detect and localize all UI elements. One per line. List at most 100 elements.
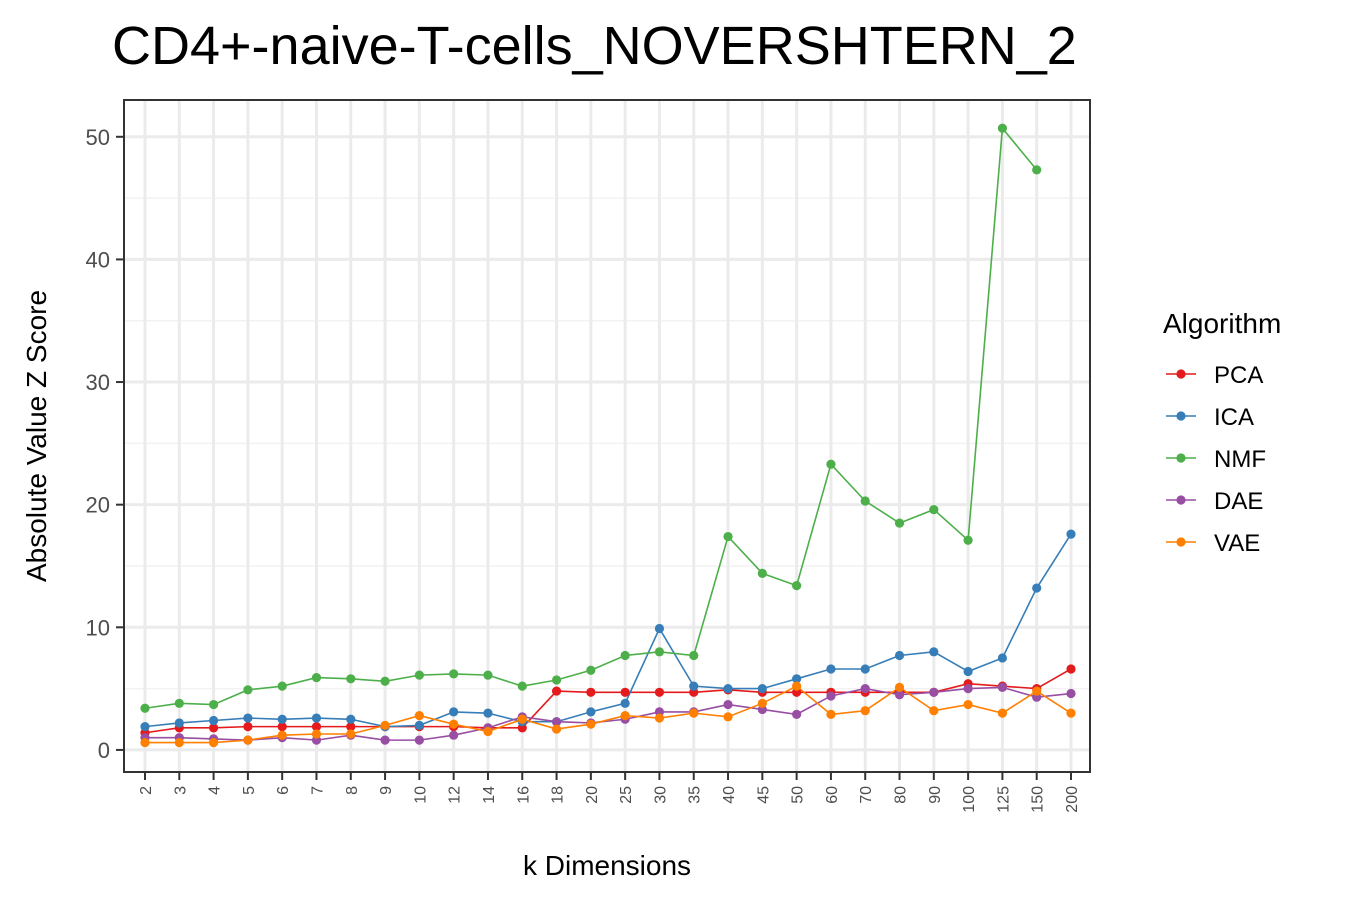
data-point-vae	[174, 737, 184, 748]
data-point-ica	[929, 647, 939, 657]
legend-label: NMF	[1214, 446, 1266, 473]
x-tick-label: 7	[309, 786, 326, 795]
x-tick-label: 12	[447, 786, 464, 804]
chart-title: CD4+-naive-T-cells_NOVERSHTERN_2	[112, 16, 1077, 76]
data-point-nmf	[380, 676, 390, 686]
x-tick-label: 18	[550, 786, 567, 804]
legend-label: PCA	[1214, 362, 1263, 389]
x-tick-label: 80	[893, 786, 910, 804]
data-point-nmf	[551, 675, 562, 685]
data-point-pca	[551, 686, 562, 696]
x-tick-label: 70	[858, 786, 875, 804]
grid	[124, 100, 1090, 772]
data-point-vae	[483, 726, 493, 737]
data-point-nmf	[792, 581, 802, 591]
data-point-dae	[551, 717, 562, 727]
plot-panel-border	[123, 99, 1091, 773]
x-tick-label: 40	[721, 786, 738, 804]
data-point-ica	[826, 664, 836, 674]
data-point-vae	[860, 706, 870, 716]
y-tick-label: 40	[86, 247, 110, 272]
y-tick-label: 50	[86, 125, 110, 150]
data-point-nmf	[654, 647, 665, 657]
data-point-vae	[346, 729, 356, 739]
data-point-vae	[963, 699, 973, 710]
data-point-vae	[311, 729, 322, 739]
x-tick-label: 125	[995, 786, 1012, 813]
data-point-vae	[1066, 708, 1076, 718]
x-tick-label: 10	[412, 786, 429, 804]
x-tick-label: 50	[790, 786, 807, 804]
data-point-vae	[243, 735, 253, 745]
data-point-ica	[792, 674, 802, 684]
data-point-ica	[620, 698, 630, 708]
data-point-vae	[620, 710, 630, 721]
legend-key-point	[1176, 537, 1186, 547]
legend-item-dae: DAE	[1166, 488, 1263, 515]
y-tick-label: 30	[86, 370, 110, 395]
x-tick-label: 60	[824, 786, 841, 804]
data-point-dae	[963, 684, 973, 694]
data-point-vae	[380, 720, 390, 731]
data-point-vae	[689, 708, 699, 718]
data-point-ica	[311, 713, 322, 723]
x-tick-label: 5	[241, 786, 258, 795]
data-point-pca	[346, 722, 356, 732]
x-tick-label: 3	[172, 786, 189, 795]
data-point-nmf	[208, 699, 219, 710]
data-point-ica	[277, 714, 287, 724]
data-point-ica	[346, 714, 356, 724]
data-point-vae	[414, 710, 424, 721]
data-point-nmf	[517, 681, 527, 691]
legend-item-vae: VAE	[1166, 530, 1260, 557]
data-point-ica	[654, 623, 665, 634]
data-point-vae	[140, 737, 150, 748]
data-point-dae	[1066, 688, 1076, 699]
data-point-pca	[1066, 664, 1076, 674]
data-point-ica	[963, 666, 973, 677]
data-point-ica	[997, 653, 1008, 663]
data-point-dae	[826, 691, 836, 701]
data-point-nmf	[243, 685, 253, 695]
y-tick-label: 20	[86, 493, 110, 518]
data-point-dae	[723, 699, 733, 710]
data-point-nmf	[586, 665, 596, 675]
data-point-nmf	[449, 669, 459, 679]
x-tick-label: 9	[378, 786, 395, 795]
data-point-pca	[277, 722, 287, 732]
x-tick-label: 2	[138, 786, 155, 795]
data-point-nmf	[723, 531, 733, 542]
x-tick-label: 30	[652, 786, 669, 804]
data-point-nmf	[174, 698, 184, 708]
legend-label: VAE	[1214, 530, 1260, 557]
legend-key-point	[1176, 369, 1186, 379]
data-point-vae	[654, 713, 665, 723]
data-point-ica	[140, 722, 150, 732]
data-point-vae	[1032, 686, 1042, 696]
x-tick-label: 35	[687, 786, 704, 804]
x-tick-label: 45	[755, 786, 772, 804]
x-tick-label: 100	[961, 786, 978, 813]
data-point-dae	[929, 687, 939, 697]
data-point-vae	[929, 706, 939, 716]
x-tick-label: 150	[1030, 786, 1047, 813]
data-point-dae	[449, 730, 459, 740]
data-point-vae	[277, 730, 287, 740]
x-tick-label: 4	[207, 786, 224, 795]
data-point-nmf	[414, 670, 424, 680]
legend-key-point	[1176, 453, 1186, 463]
data-point-pca	[311, 722, 322, 732]
data-point-nmf	[346, 674, 356, 684]
data-point-ica	[449, 707, 459, 717]
data-point-ica	[483, 708, 493, 718]
x-tick-label: 200	[1064, 786, 1081, 813]
x-tick-label: 25	[618, 786, 635, 804]
data-point-ica	[414, 720, 424, 731]
data-point-dae	[997, 682, 1008, 692]
y-axis-title: Absolute Value Z Score	[21, 290, 52, 582]
data-point-vae	[517, 714, 527, 724]
x-axis-title: k Dimensions	[523, 850, 691, 881]
data-point-ica	[208, 715, 219, 726]
data-point-pca	[243, 722, 253, 732]
